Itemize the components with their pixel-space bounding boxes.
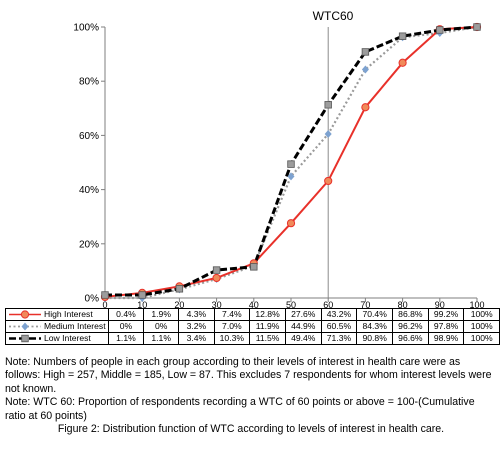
data-point-high-interest: [361, 103, 370, 112]
series-markers: [100, 22, 482, 302]
data-point-low-interest: [473, 23, 481, 31]
legend-label: Medium Interest: [44, 321, 106, 332]
x-tick-label: 70: [360, 300, 370, 310]
y-tick-label: 40%: [79, 185, 99, 196]
legend-swatch: [9, 322, 41, 331]
data-point-low-interest: [175, 285, 184, 293]
legend-entry: Medium Interest: [5, 320, 109, 333]
table-cell: 11.5%: [249, 332, 286, 345]
table-cell: 70.4%: [356, 308, 394, 321]
figure-caption: Figure 2: Distribution function of WTC a…: [57, 423, 445, 436]
table-cell: 99.2%: [427, 308, 465, 321]
x-tick-label: 90: [435, 300, 445, 310]
data-point-low-interest: [436, 26, 444, 34]
x-tick-label: 10: [137, 300, 147, 310]
legend-marker: [21, 335, 29, 343]
table-cell: 86.8%: [392, 308, 429, 321]
data-point-medium-interest: [361, 65, 369, 74]
legend-marker: [20, 310, 30, 319]
data-point-medium-interest: [324, 130, 332, 139]
chart-title: WTC60: [313, 9, 354, 23]
data-point-medium-interest: [287, 172, 295, 181]
table-cell: 84.3%: [356, 320, 394, 333]
chart: WTC60 0% 20% 40% 60% 80% 100% 0 10 20 30 40 50 60 70…: [73, 9, 484, 310]
data-point-low-interest: [101, 291, 109, 299]
x-tick-label: 50: [286, 300, 296, 310]
table-cell: 100%: [463, 332, 500, 345]
data-table: High Interest 0.4% 1.9% 4.3% 7.4% 12.8% 27.6% 4…: [5, 308, 500, 345]
data-point-low-interest: [287, 160, 295, 168]
y-tick-label: 0%: [85, 294, 100, 305]
series-line-medium-interest: [105, 25, 478, 300]
table-cell: 44.9%: [284, 320, 322, 333]
note-group-sizes: Note: Numbers of people in each group ac…: [5, 356, 492, 395]
table-cell: 0%: [143, 320, 180, 333]
data-point-high-interest: [324, 176, 333, 186]
y-tick-label: 80%: [79, 77, 99, 88]
table-cell: 96.2%: [392, 320, 429, 333]
data-point-low-interest: [324, 101, 332, 109]
table-cell: 100%: [463, 308, 500, 321]
x-tick-label: 60: [323, 300, 333, 310]
data-point-low-interest: [250, 263, 258, 271]
data-point-high-interest: [398, 58, 407, 67]
data-point-low-interest: [138, 291, 146, 299]
legend-marker: [21, 322, 29, 331]
x-tick-label: 20: [174, 300, 184, 310]
y-tick-label: 60%: [79, 131, 99, 142]
y-tick-label: 20%: [79, 239, 99, 250]
table-cell: 7.0%: [213, 320, 251, 333]
x-tick-label: 30: [212, 300, 222, 310]
table-cell: 71.3%: [320, 332, 358, 345]
table-cell: 49.4%: [284, 332, 322, 345]
table-cell: 12.8%: [249, 308, 286, 321]
table-row: High Interest 0.4% 1.9% 4.3% 7.4% 12.8% 27.6% 4…: [5, 308, 500, 321]
notes: Note: Numbers of people in each group ac…: [5, 356, 497, 436]
data-point-high-interest: [286, 219, 296, 228]
table-cell: 4.3%: [178, 308, 215, 321]
legend-label: High Interest: [44, 309, 93, 320]
table-cell: 3.4%: [178, 332, 215, 345]
x-tick-label: 80: [398, 300, 408, 310]
table-cell: 98.9%: [427, 332, 465, 345]
table-row: Medium Interest 0% 0% 3.2% 7.0% 11.9% 44.9% 60.…: [5, 320, 500, 333]
table-cell: 60.5%: [320, 320, 358, 333]
x-tick-label: 100: [469, 300, 484, 310]
table-cell: 1.1%: [107, 332, 145, 345]
legend-entry: Low Interest: [5, 332, 109, 345]
table-cell: 100%: [463, 320, 500, 333]
table-cell: 27.6%: [284, 308, 322, 321]
table-cell: 43.2%: [320, 308, 358, 321]
table-cell: 97.8%: [427, 320, 465, 333]
table-cell: 96.6%: [392, 332, 429, 345]
x-tick-label: 0: [102, 300, 107, 310]
legend-swatch: [9, 310, 41, 319]
table-cell: 10.3%: [213, 332, 251, 345]
y-tick-labels: 0% 20% 40% 60% 80% 100%: [73, 23, 105, 305]
table-cell: 0.4%: [107, 308, 145, 321]
legend-swatch: [9, 335, 41, 343]
table-row: Low Interest 1.1% 1.1% 3.4% 10.3% 11.5% 49.4% 7…: [5, 332, 500, 345]
legend-entry: High Interest: [5, 308, 109, 321]
x-tick-label: 40: [249, 300, 259, 310]
data-point-low-interest: [212, 266, 221, 274]
table-cell: 0%: [107, 320, 145, 333]
table-cell: 1.9%: [143, 308, 180, 321]
table-cell: 3.2%: [178, 320, 215, 333]
note-wtc60-definition: Note: WTC 60: Proportion of respondents …: [5, 396, 475, 422]
data-point-low-interest: [361, 48, 370, 56]
data-point-low-interest: [398, 32, 407, 40]
legend-label: Low Interest: [44, 333, 91, 344]
table-cell: 7.4%: [213, 308, 251, 321]
table-cell: 90.8%: [356, 332, 394, 345]
data-point-high-interest: [212, 273, 221, 283]
table-cell: 1.1%: [143, 332, 180, 345]
table-cell: 11.9%: [249, 320, 286, 333]
y-tick-label: 100%: [73, 23, 99, 34]
